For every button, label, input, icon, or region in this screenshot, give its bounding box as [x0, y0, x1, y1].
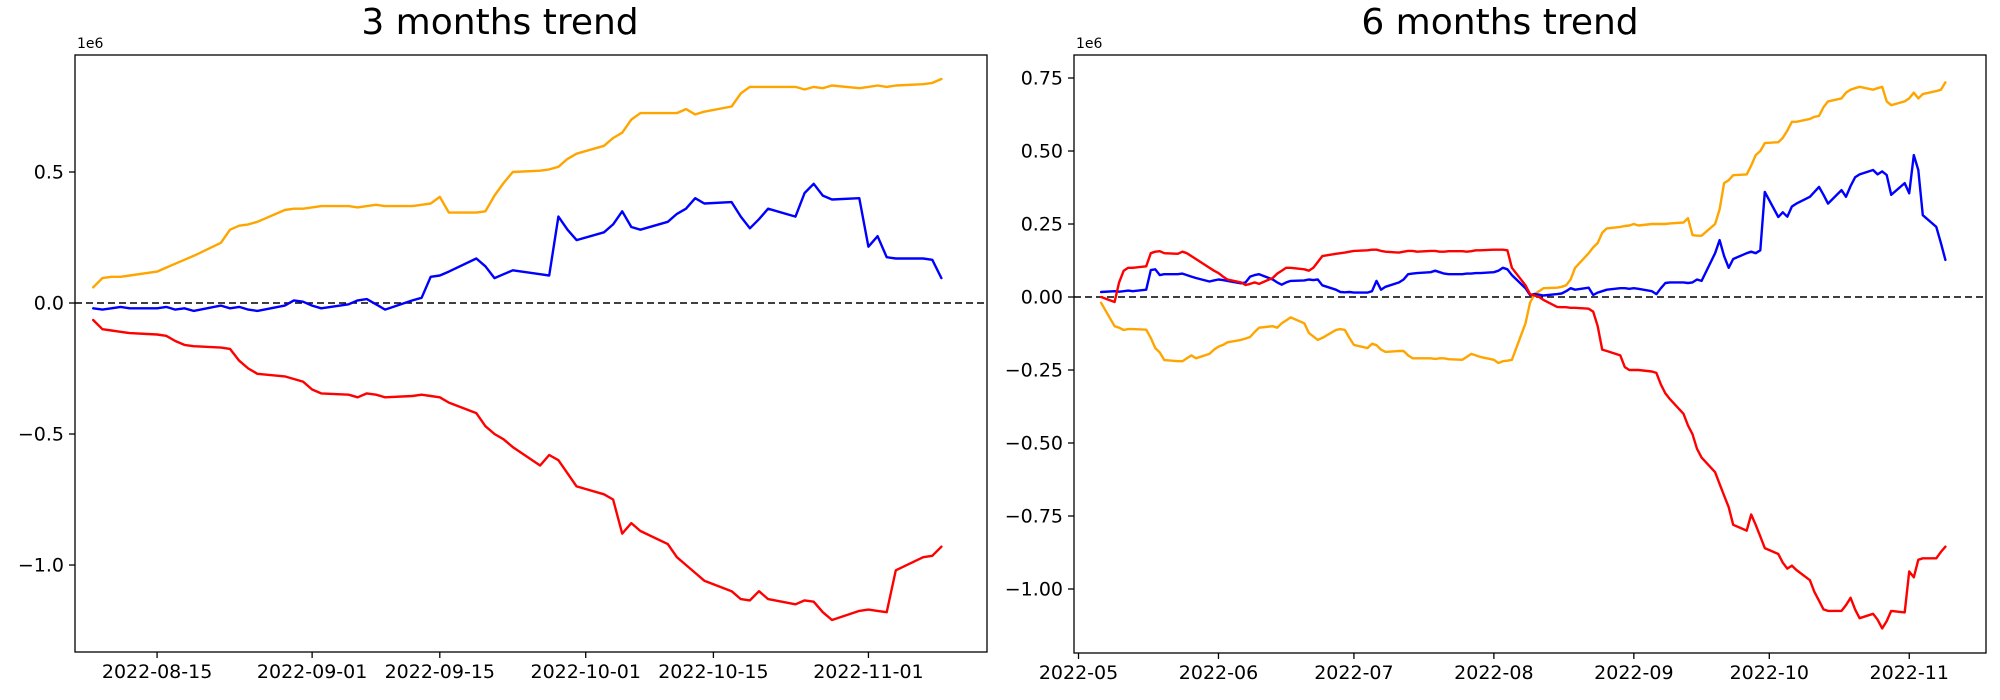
x-tick-label: 2022-05	[1039, 662, 1118, 684]
x-tick-label: 2022-09-01	[257, 661, 367, 683]
y-tick-label: 0.50	[1021, 141, 1063, 163]
y-tick-label: 0.0	[34, 293, 64, 315]
y-axis-offset-label: 1e6	[1076, 36, 1103, 52]
series-line-blue	[1099, 153, 1947, 297]
series-line-red	[1099, 248, 1947, 630]
x-tick-label: 2022-11	[1870, 662, 1949, 684]
y-tick-label: 0.00	[1021, 287, 1063, 309]
y-tick-label: −1.00	[1005, 578, 1063, 600]
y-tick-label: −0.75	[1005, 505, 1063, 527]
x-tick-label: 2022-10-15	[658, 661, 768, 683]
x-tick-label: 2022-09-15	[385, 661, 495, 683]
series-line-orange	[91, 77, 943, 289]
x-tick-label: 2022-07	[1314, 662, 1393, 684]
x-tick-label: 2022-08	[1454, 662, 1533, 684]
y-tick-label: 0.25	[1021, 214, 1063, 236]
plot-3-months-trend: 2022-08-15 2022-09-01 2022-09-15 2022-10-01…	[18, 36, 988, 683]
x-tick-label: 2022-08-15	[102, 661, 212, 683]
chart-3-months-trend: 3 months trend 2022-08-15 2022-09-01 2022-…	[18, 2, 988, 683]
y-axis-offset-label: 1e6	[77, 36, 104, 52]
x-tick-label: 2022-10-01	[531, 661, 641, 683]
x-tick-label: 2022-10	[1730, 662, 1809, 684]
plot-6-months-trend: 2022-05 2022-06 2022-07 2022-08 2022-09 2022-…	[1005, 36, 1987, 684]
y-tick-label: −0.25	[1005, 360, 1063, 382]
axes-frame	[1073, 54, 1987, 654]
y-tick-label: 0.75	[1021, 68, 1063, 90]
series-line-blue	[91, 182, 943, 313]
y-tick-label: −1.0	[18, 555, 64, 577]
y-tick-label: 0.5	[34, 162, 64, 184]
y-tick-label: −0.50	[1005, 432, 1063, 454]
axes-frame	[74, 54, 988, 653]
x-tick-label: 2022-11-01	[813, 661, 923, 683]
x-tick-label: 2022-06	[1179, 662, 1258, 684]
series-line-red	[91, 318, 943, 622]
chart-6-months-trend: 6 months trend 2022-05 2022-06 2022-07 2022…	[1000, 0, 2000, 700]
y-tick-label: −0.5	[18, 424, 64, 446]
series-line-orange	[1099, 81, 1947, 365]
x-tick-label: 2022-09	[1594, 662, 1673, 684]
